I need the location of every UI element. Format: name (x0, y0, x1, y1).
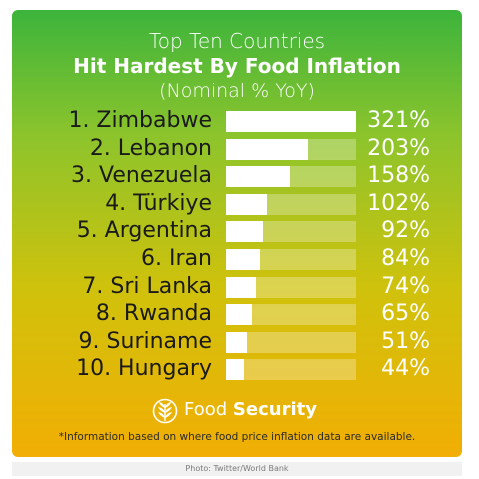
data-label: 321% (367, 108, 430, 133)
infographic-card: Top Ten Countries Hit Hardest By Food In… (12, 10, 462, 457)
category-label: 9. Suriname (78, 328, 212, 354)
bar (226, 138, 309, 160)
data-label: 74% (381, 273, 430, 299)
chart-title-line1: Top Ten Countries (148, 29, 326, 53)
bar (226, 166, 290, 188)
category-label: 4. Türkiye (105, 190, 212, 216)
chart-subtitle: (Nominal % YoY) (159, 80, 315, 102)
category-label: 8. Rwanda (95, 301, 212, 327)
bar (226, 193, 268, 215)
category-label: 1. Zimbabwe (68, 108, 212, 133)
bar (226, 111, 356, 132)
data-label: 102% (367, 190, 430, 216)
category-label: 6. Iran (141, 246, 212, 271)
category-label: 7. Sri Lanka (82, 273, 212, 299)
bar-track (226, 331, 356, 353)
data-label: 92% (381, 218, 430, 244)
data-label: 158% (367, 163, 430, 189)
category-label: 5. Argentina (76, 218, 212, 244)
bar (226, 304, 253, 326)
brand-name-bold: Security (232, 399, 317, 420)
category-label: 3. Venezuela (71, 163, 212, 189)
bar (226, 359, 244, 381)
data-label: 203% (367, 135, 430, 161)
bar-track (226, 304, 356, 326)
bar (226, 249, 261, 270)
photo-credit: Photo: Twitter/World Bank (12, 462, 462, 476)
footnote: *Information based on where food price i… (58, 431, 416, 443)
bar (226, 331, 247, 353)
bar-track (226, 276, 356, 298)
bar (226, 221, 264, 243)
bar-track (226, 359, 356, 381)
globe-wheat-icon (152, 398, 178, 424)
bar (226, 276, 256, 298)
brand-name-light: Food (184, 399, 228, 420)
data-label: 51% (381, 328, 430, 354)
data-label: 44% (381, 356, 430, 382)
category-label: 10. Hungary (76, 356, 212, 382)
category-label: 2. Lebanon (89, 135, 212, 161)
chart-title-line2: Hit Hardest By Food Inflation (73, 54, 401, 78)
data-label: 84% (381, 246, 430, 271)
brand-name: Food Security (184, 398, 317, 422)
data-label: 65% (381, 301, 430, 327)
